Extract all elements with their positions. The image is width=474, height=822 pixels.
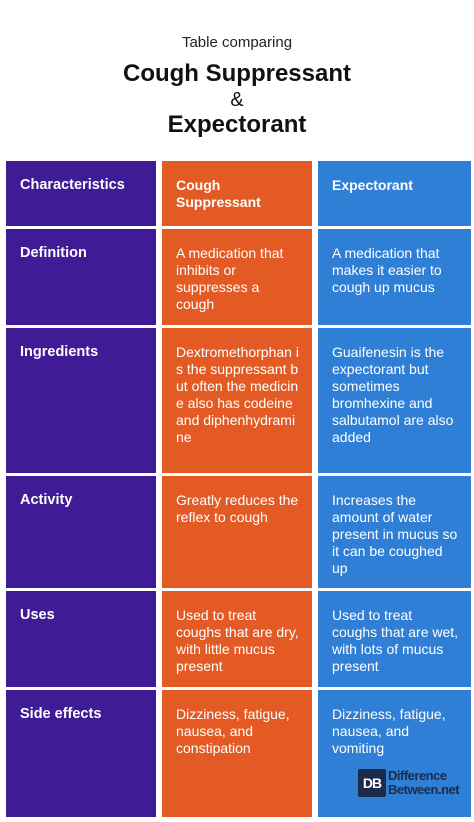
page-title-line2: Expectorant [167,111,307,138]
page-title-line1: Cough Suppressant [122,60,351,87]
cell-side-effects-expectorant: Dizziness, fatigue, nausea, and vomiting [318,690,471,817]
row-label-ingredients: Ingredients [6,328,156,473]
column-header-characteristics: Characteristics [6,161,156,226]
row-label-uses: Uses [6,591,156,687]
logo-text-line1: Difference [388,768,447,783]
page-subtitle: Table comparing [181,34,293,51]
column-header-suppressant: Cough Suppressant [162,161,312,226]
logo-mark-icon: DB [358,769,386,797]
row-label-definition: Definition [6,229,156,325]
cell-activity-suppressant: Greatly reduces the reflex to cough [162,476,312,588]
cell-side-effects-suppressant: Dizziness, fatigue, nausea, and constipa… [162,690,312,817]
title-ampersand: & [230,89,244,111]
logo-text-line2: Between.net [388,782,460,797]
row-label-side-effects: Side effects [6,690,156,817]
difference-between-logo[interactable]: DB Difference Between.net [358,767,460,799]
cell-ingredients-expectorant: Guaifenesin is the expectorant but somet… [318,328,471,473]
column-header-expectorant: Expectorant [318,161,471,226]
cell-definition-expectorant: A medication that makes it easier to cou… [318,229,471,325]
cell-uses-expectorant: Used to treat coughs that are wet, with … [318,591,471,687]
cell-ingredients-suppressant: Dextromethorphan is the suppressant but … [162,328,312,473]
row-label-activity: Activity [6,476,156,588]
cell-definition-suppressant: A medication that inhibits or suppresses… [162,229,312,325]
cell-uses-suppressant: Used to treat coughs that are dry, with … [162,591,312,687]
cell-activity-expectorant: Increases the amount of water present in… [318,476,471,588]
